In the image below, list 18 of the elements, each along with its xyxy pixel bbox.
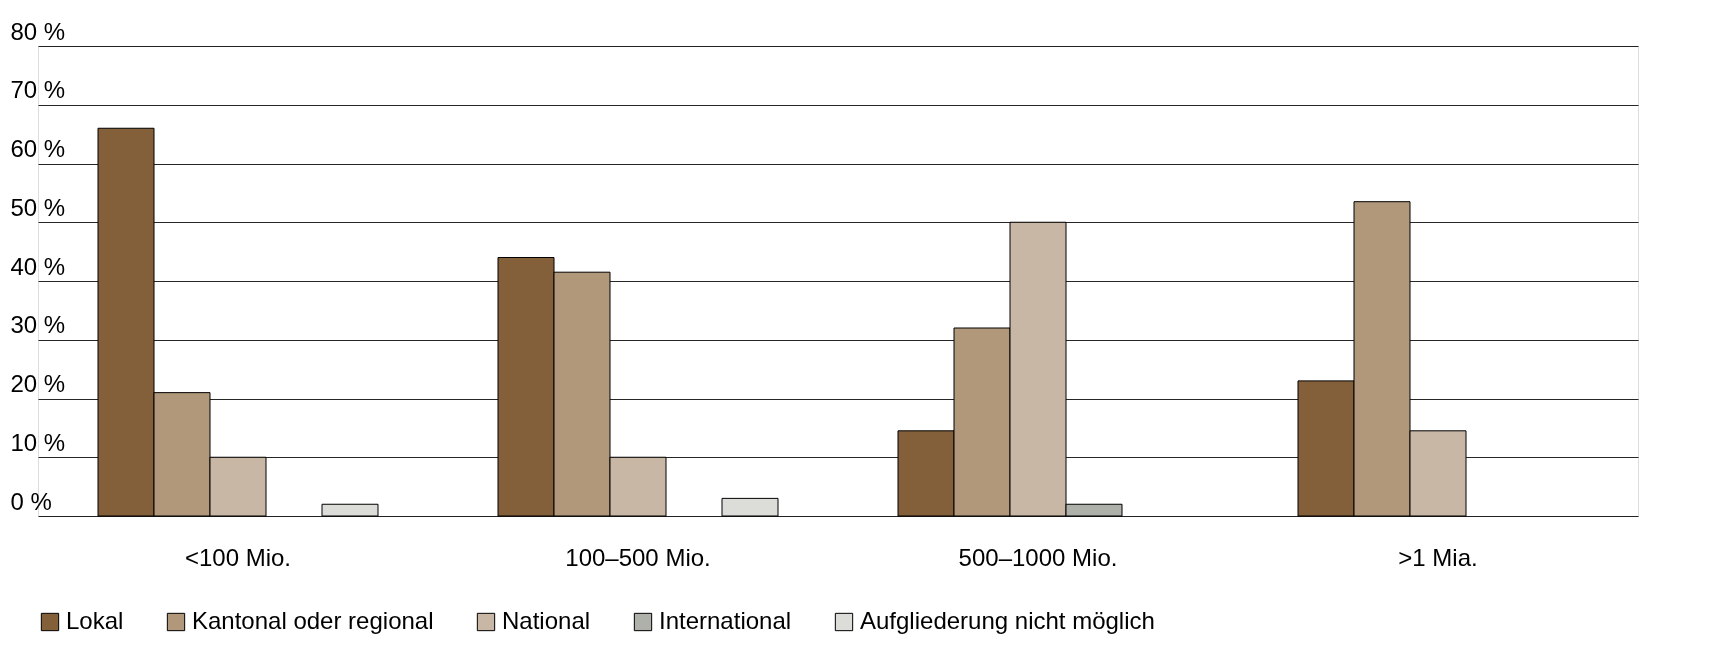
legend-label: National [502, 607, 591, 634]
y-tick-label: 40 % [10, 252, 66, 280]
y-tick-label: 80 % [10, 17, 66, 45]
y-tick-label: 20 % [10, 370, 66, 397]
y-tick-label: 50 % [10, 193, 66, 221]
legend-label: Lokal [66, 607, 124, 634]
y-tick-label: 0 % [10, 487, 52, 515]
legend-label: International [659, 607, 792, 634]
x-tick-label: 500–1000 Mio. [958, 543, 1118, 571]
x-tick-label: >1 Mia. [1398, 543, 1478, 571]
y-tick-label: 70 % [10, 76, 66, 104]
y-tick-label: 10 % [10, 428, 66, 456]
y-tick-label: 30 % [10, 311, 66, 339]
x-tick-label: 100–500 Mio. [565, 543, 711, 571]
x-tick-label: <100 Mio. [184, 543, 292, 571]
legend-label: Kantonal oder regional [192, 607, 434, 634]
y-tick-label: 60 % [10, 135, 66, 162]
legend-label: Aufgliederung nicht möglich [860, 607, 1155, 634]
